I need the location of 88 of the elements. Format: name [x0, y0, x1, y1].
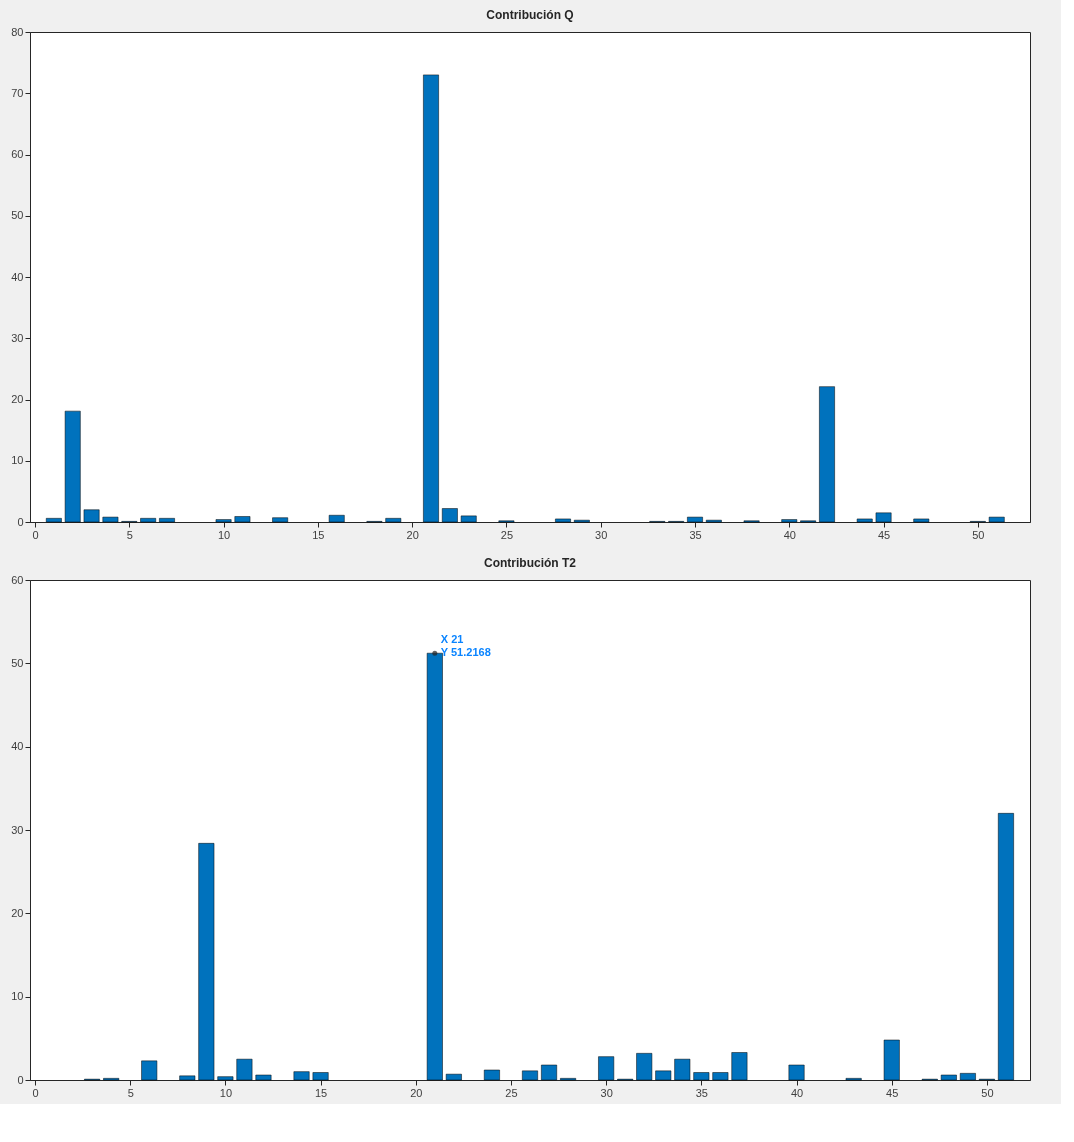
x-tick-label: 0	[32, 1086, 39, 1099]
y-tick-label: 40	[11, 270, 24, 283]
y-tick-label: 70	[11, 86, 24, 99]
y-tick-label: 60	[11, 148, 24, 160]
x-tick-label: 20	[406, 528, 419, 541]
x-tick-label: 20	[410, 1086, 423, 1099]
bar	[234, 516, 251, 523]
bar	[198, 843, 215, 1081]
bar	[293, 1071, 310, 1081]
x-tick-label: 0	[32, 528, 39, 541]
y-tick-label: 60	[11, 573, 24, 586]
bar	[483, 1069, 500, 1081]
bar	[555, 518, 571, 523]
bar	[875, 512, 892, 523]
y-tick-label: 20	[11, 906, 24, 919]
x-tick-label: 35	[689, 528, 702, 541]
bar	[819, 386, 835, 523]
bar	[64, 410, 81, 523]
x-tick-label: 45	[886, 1086, 899, 1099]
bar	[988, 516, 1005, 523]
x-tick-label: 40	[783, 528, 796, 541]
bar	[255, 1074, 272, 1081]
bar	[655, 1070, 672, 1081]
y-tick-label: 0	[17, 515, 24, 528]
x-tick-label: 25	[505, 1086, 518, 1099]
bar	[83, 509, 100, 523]
x-tick-label: 35	[695, 1086, 708, 1099]
annotation: X 21 Y 51.2168	[440, 633, 491, 659]
y-tick-label: 30	[11, 823, 24, 836]
y-tick-label: 50	[11, 209, 24, 222]
bar	[426, 652, 443, 1081]
x-tick-label: 15	[314, 1086, 328, 1099]
bar	[217, 1076, 234, 1081]
x-tick-label: 50	[981, 1086, 994, 1099]
x-tick-label: 25	[500, 528, 514, 541]
y-tick-label: 80	[11, 25, 24, 38]
bar	[959, 1073, 976, 1081]
bar	[423, 74, 439, 523]
bar	[541, 1064, 557, 1081]
bar	[141, 1060, 158, 1081]
bar	[272, 517, 289, 523]
bar	[215, 519, 232, 523]
bar	[883, 1039, 900, 1081]
x-tick-label: 50	[972, 528, 985, 541]
bar	[45, 518, 62, 523]
bar	[179, 1075, 196, 1081]
x-tick-label: 30	[600, 1086, 613, 1099]
bar	[674, 1058, 691, 1081]
x-tick-label: 30	[595, 528, 608, 541]
bar	[385, 518, 402, 523]
y-tick-label: 20	[11, 393, 24, 405]
x-tick-label: 45	[877, 528, 891, 541]
bar	[731, 1052, 748, 1081]
bar	[140, 518, 157, 523]
y-tick-label: 10	[11, 454, 24, 467]
bar	[712, 1072, 729, 1081]
bar	[636, 1053, 653, 1081]
bar	[441, 508, 458, 523]
bar	[522, 1070, 538, 1081]
bar	[328, 515, 345, 523]
bar	[693, 1072, 710, 1081]
bar	[445, 1073, 462, 1081]
y-tick-label: 50	[11, 656, 24, 669]
y-tick-label: 0	[17, 1073, 24, 1086]
y-tick-label: 30	[11, 331, 24, 344]
bar	[598, 1056, 615, 1081]
x-tick-label: 5	[126, 528, 133, 541]
y-tick-label: 10	[11, 990, 24, 1003]
x-tick-label: 10	[217, 528, 231, 541]
x-tick-label: 40	[790, 1086, 804, 1099]
bar	[913, 518, 930, 523]
chart-title: Contribución Q	[486, 8, 574, 22]
bar	[460, 515, 477, 523]
bar	[940, 1074, 957, 1081]
y-tick-label: 40	[11, 740, 24, 753]
bar	[781, 519, 798, 523]
x-tick-label: 5	[127, 1086, 134, 1099]
bar	[856, 518, 873, 523]
bar	[687, 516, 703, 523]
bar	[159, 518, 175, 523]
x-tick-label: 15	[312, 528, 325, 541]
bar	[998, 813, 1014, 1081]
bar	[102, 516, 119, 523]
bar	[788, 1064, 805, 1081]
x-tick-label: 10	[219, 1086, 233, 1099]
bar	[236, 1058, 253, 1081]
bar	[312, 1072, 329, 1081]
chart-title: Contribución T2	[484, 556, 577, 570]
